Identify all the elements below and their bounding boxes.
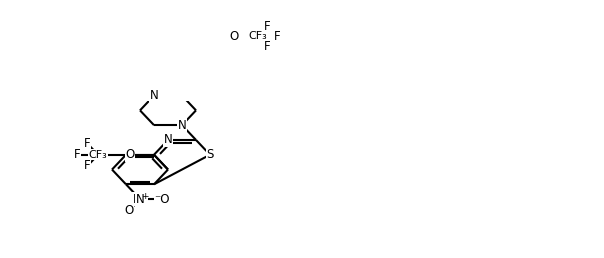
- Text: F: F: [264, 40, 271, 53]
- Text: O: O: [124, 204, 133, 217]
- Text: N: N: [150, 89, 158, 102]
- Text: ⁻O: ⁻O: [155, 193, 170, 206]
- Text: F: F: [74, 148, 80, 161]
- Text: N: N: [136, 193, 144, 206]
- Text: F: F: [84, 137, 91, 150]
- Text: O: O: [126, 148, 135, 161]
- Text: N: N: [164, 133, 172, 147]
- Text: F: F: [84, 159, 91, 172]
- Text: N: N: [178, 119, 187, 132]
- Text: N⁺: N⁺: [132, 193, 147, 206]
- Text: F: F: [274, 30, 280, 43]
- Text: +: +: [141, 192, 149, 200]
- Text: O: O: [229, 30, 239, 43]
- Text: S: S: [207, 148, 214, 161]
- Text: CF₃: CF₃: [89, 150, 108, 160]
- Text: F: F: [264, 20, 271, 33]
- Text: CF₃: CF₃: [248, 31, 267, 41]
